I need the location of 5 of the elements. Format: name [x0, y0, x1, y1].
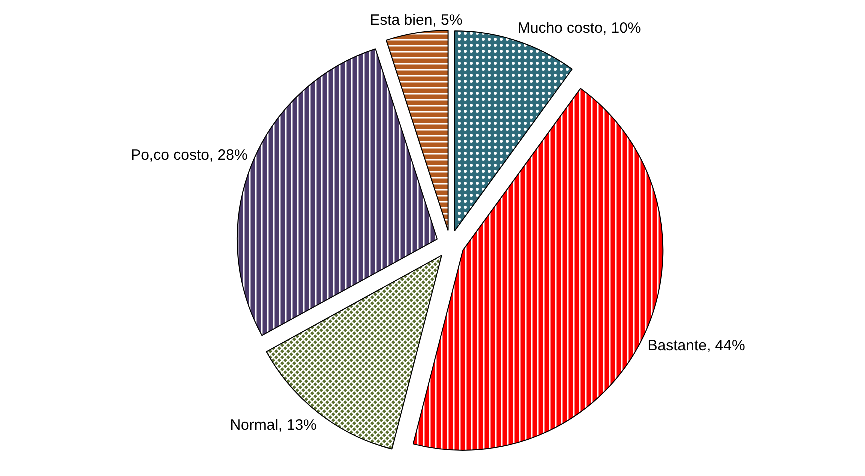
slice-label: Po,co costo, 28% — [131, 147, 248, 164]
slice-label: Bastante, 44% — [648, 337, 746, 354]
slice-label: Esta bien, 5% — [370, 12, 463, 30]
slice-label: Normal, 13% — [230, 416, 317, 434]
slice-label: Mucho costo, 10% — [518, 20, 642, 38]
